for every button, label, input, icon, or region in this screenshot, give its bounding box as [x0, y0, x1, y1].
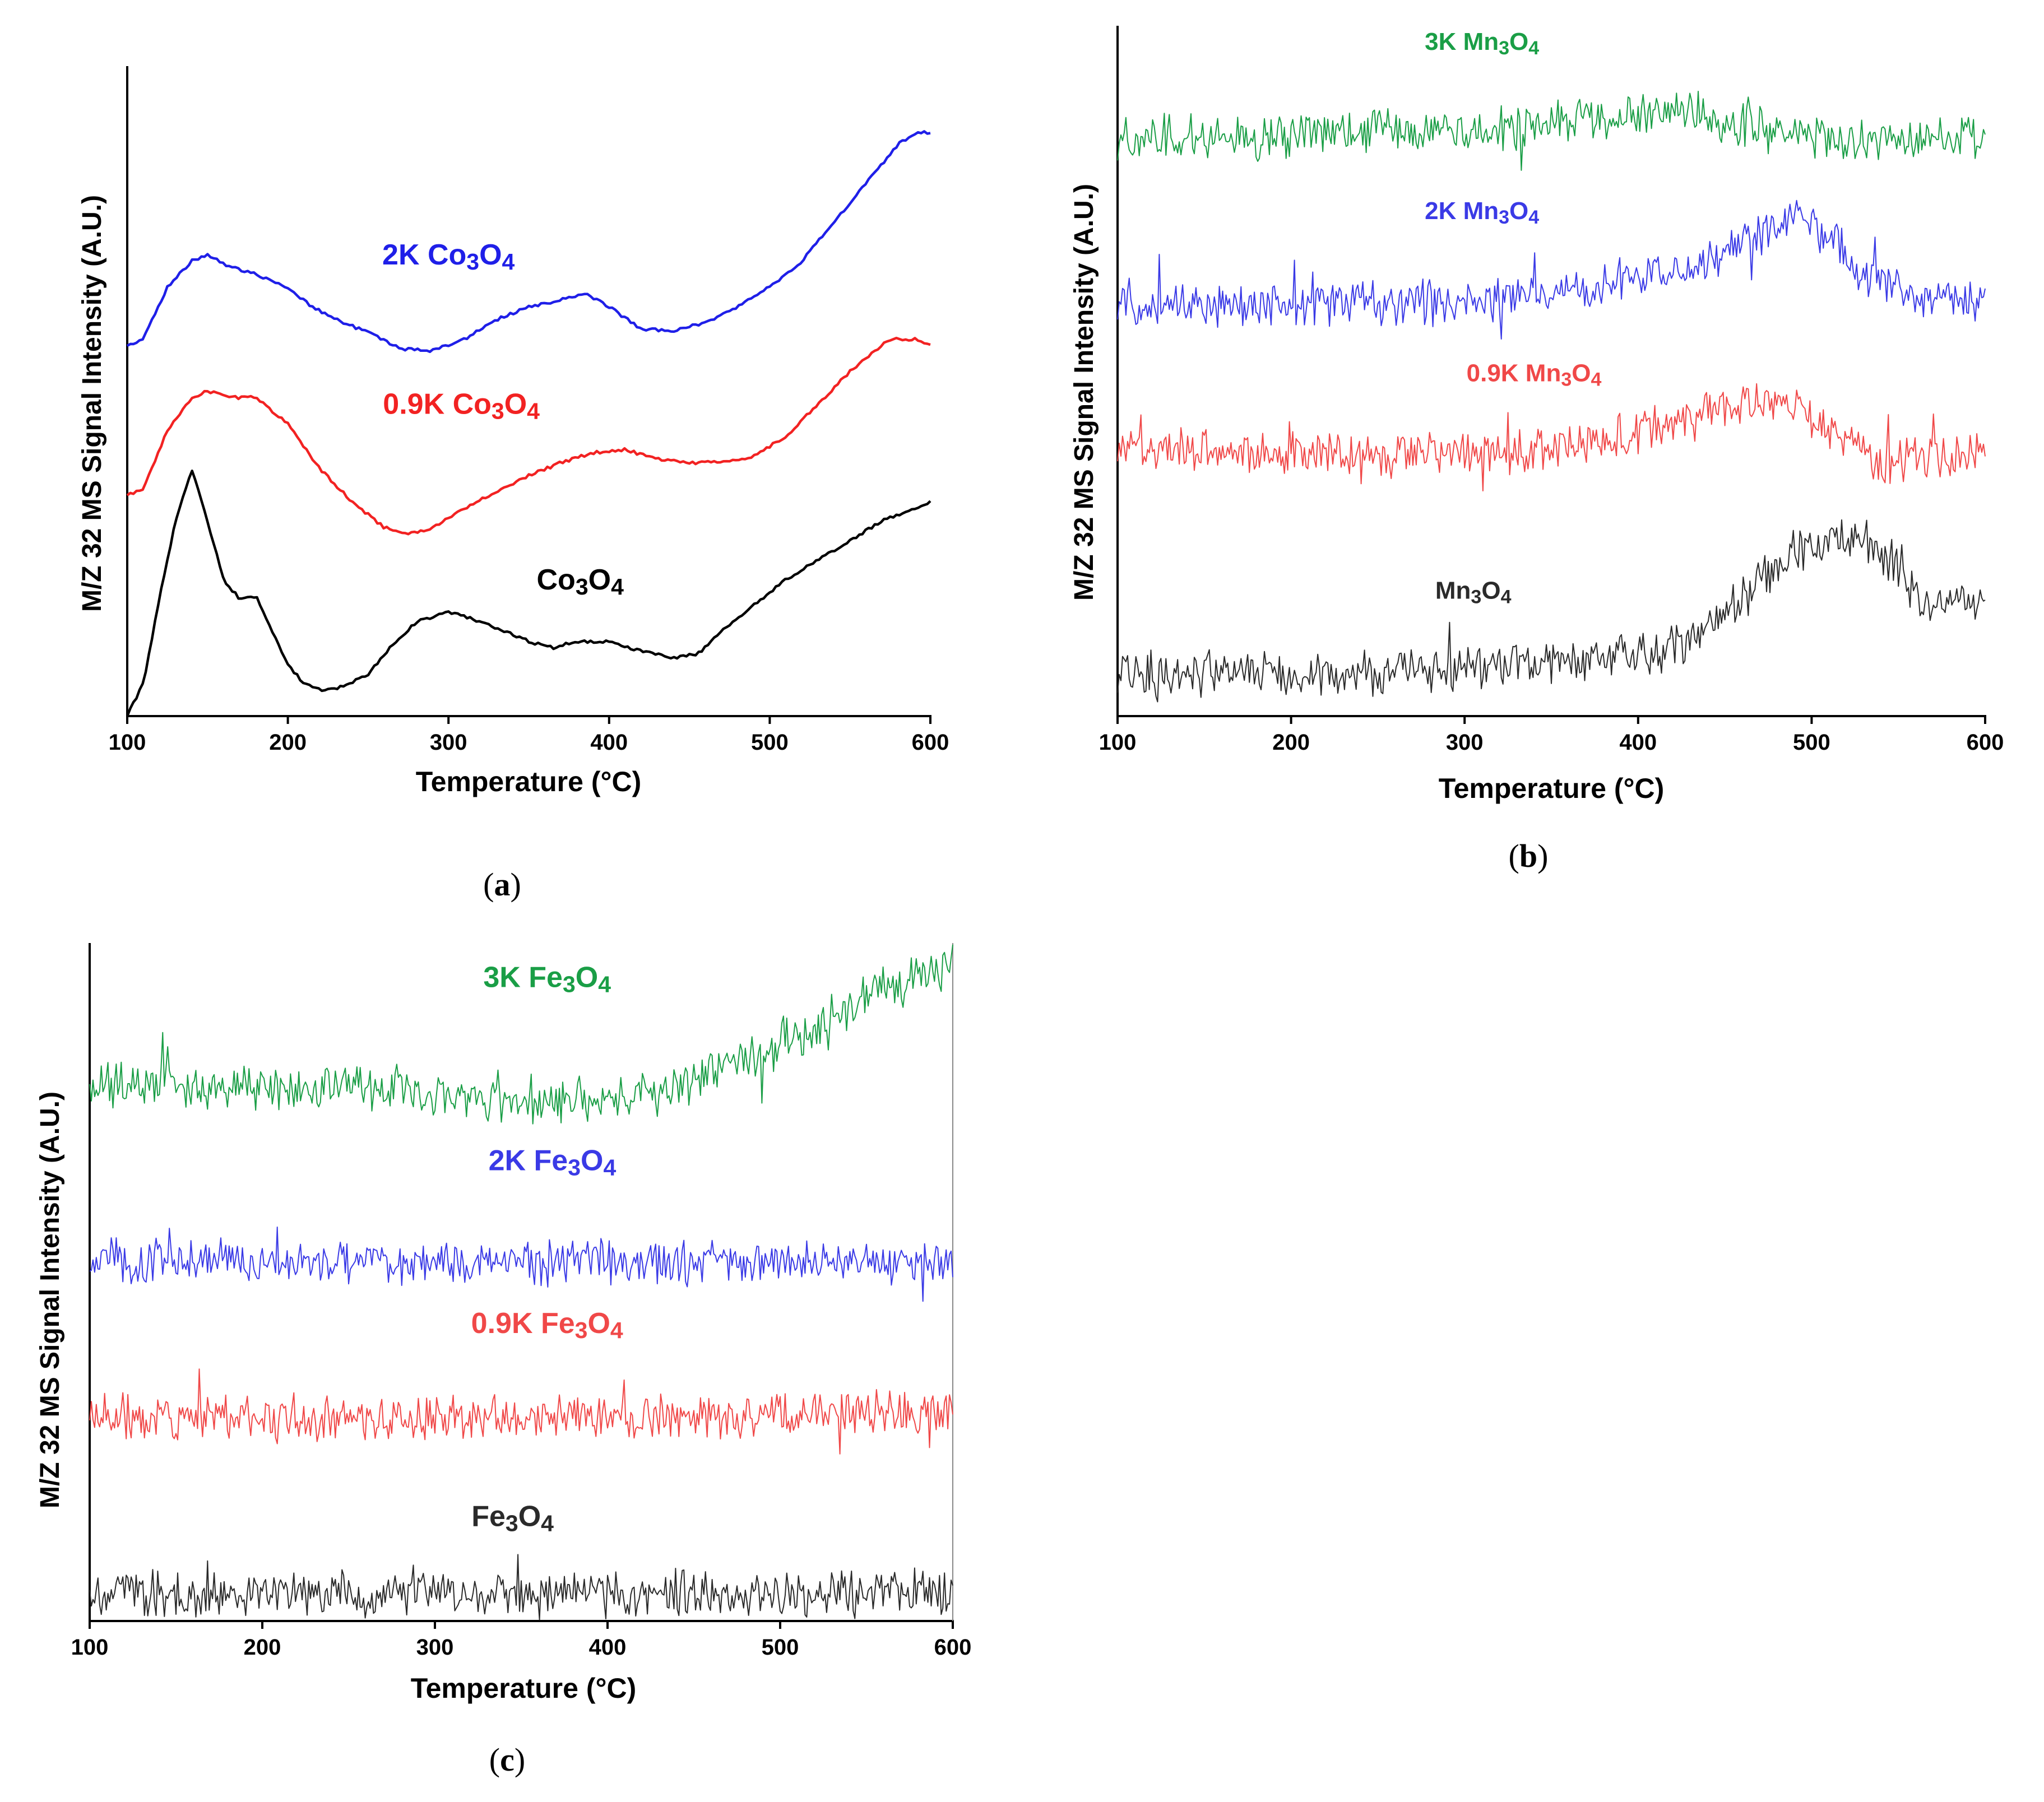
panel-a-x-tick-label: 300: [430, 730, 467, 755]
panel-b-y-axis-label: M/Z 32 MS Signal Intensity (A.U.): [1069, 184, 1099, 601]
panel-c-series-label: 2K Fe3O4: [489, 1144, 617, 1180]
panel-b-series-label: 3K Mn3O4: [1425, 28, 1539, 59]
panel-b-series-label: 2K Mn3O4: [1425, 197, 1539, 228]
panel-b-x-tick-label: 300: [1446, 730, 1484, 755]
panel-a-x-tick-label: 600: [912, 730, 949, 755]
panel-b-x-tick-label: 400: [1619, 730, 1657, 755]
panel-c: M/Z 32 MS Signal Intensity (A.U.) 100 200…: [35, 943, 971, 1778]
panel-a-series-line: [126, 130, 931, 354]
panel-b-series-line: [1117, 199, 1986, 340]
panel-c-series-line: [89, 944, 953, 1125]
panel-c-x-tick-label: 200: [244, 1635, 281, 1660]
panel-a-plot: 100 200 300 400 500 600 2K Co3O4 0.9K Co3O4 Co3O…: [109, 66, 949, 755]
panel-a-y-axis-label: M/Z 32 MS Signal Intensity (A.U.): [77, 195, 107, 612]
panel-b-plot: 100 200 300 400 500 600 3K Mn3O4 2K Mn3O4 0.9K M…: [1099, 26, 2004, 755]
panel-c-series-label: 0.9K Fe3O4: [471, 1307, 623, 1343]
panel-c-caption: (c): [489, 1741, 525, 1778]
panel-c-x-tick-label: 300: [416, 1635, 454, 1660]
panel-b-series-line: [1117, 519, 1986, 703]
panel-b: M/Z 32 MS Signal Intensity (A.U.) 100 200…: [1069, 26, 2004, 874]
panel-b-series-line: [1117, 383, 1986, 491]
panel-c-series-line: [89, 1368, 953, 1455]
panel-a-x-tick-label: 100: [109, 730, 146, 755]
panel-b-x-tick-label: 200: [1272, 730, 1310, 755]
panel-b-caption: (b): [1509, 838, 1549, 874]
panel-b-x-tick-label: 100: [1099, 730, 1137, 755]
panel-a-caption: (a): [483, 866, 521, 903]
panel-a-series-label: Co3O4: [537, 564, 624, 600]
panel-c-series-label: 3K Fe3O4: [483, 962, 611, 997]
panel-c-x-tick-label: 600: [934, 1635, 972, 1660]
panel-b-x-tick-label: 600: [1967, 730, 2004, 755]
panel-a-series-line: [126, 470, 931, 717]
panel-a-x-tick-label: 500: [751, 730, 789, 755]
panel-b-series-label: Mn3O4: [1435, 577, 1512, 608]
panel-c-plot: 100 200 300 400 500 600 3K Fe3O4 2K Fe3O4 0.9K F…: [71, 943, 972, 1660]
panel-b-series-label: 0.9K Mn3O4: [1467, 359, 1602, 390]
panel-c-y-axis-label: M/Z 32 MS Signal Intensity (A.U.): [35, 1092, 65, 1508]
panel-c-x-tick-label: 400: [589, 1635, 627, 1660]
panel-c-x-tick-label: 500: [762, 1635, 799, 1660]
panel-a-series-label: 0.9K Co3O4: [383, 388, 540, 424]
panel-a-series-label: 2K Co3O4: [382, 239, 515, 275]
panel-c-x-axis-label: Temperature (°C): [411, 1673, 636, 1704]
panel-a-series-line: [126, 336, 931, 536]
panel-a: M/Z 32 MS Signal Intensity (A.U.) 100 200…: [77, 66, 949, 903]
panel-c-series-label: Fe3O4: [471, 1501, 554, 1536]
panel-c-x-tick-label: 100: [71, 1635, 109, 1660]
panel-a-x-axis-label: Temperature (°C): [416, 766, 641, 797]
panel-b-series-line: [1117, 91, 1986, 171]
panel-c-series-line: [89, 1554, 953, 1620]
panel-a-x-tick-label: 400: [590, 730, 628, 755]
panel-a-x-tick-label: 200: [269, 730, 307, 755]
panel-b-x-tick-label: 500: [1793, 730, 1830, 755]
panel-b-x-axis-label: Temperature (°C): [1439, 773, 1664, 804]
panel-c-series-line: [89, 1227, 953, 1302]
